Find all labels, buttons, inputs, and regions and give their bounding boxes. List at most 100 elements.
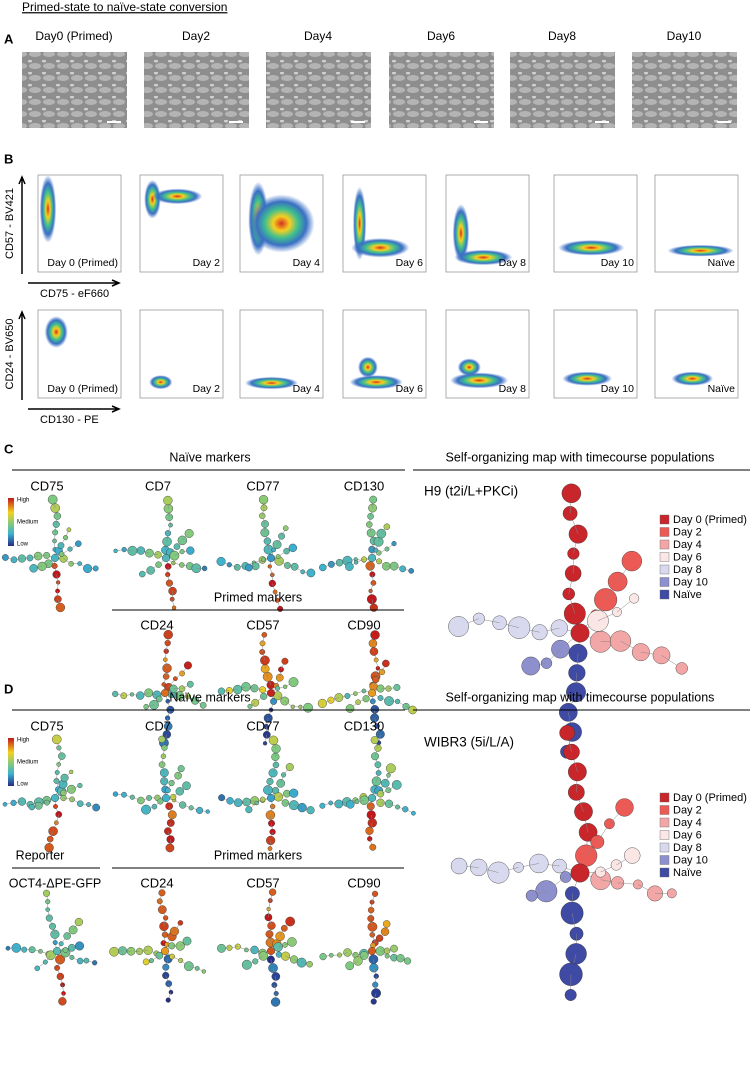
som-node (112, 791, 119, 797)
plot-label: Day 6 (396, 383, 424, 395)
micrograph (510, 52, 615, 128)
day-label: Day4 (304, 29, 332, 43)
section-title: Self-organizing map with timecourse popu… (446, 690, 715, 704)
som-node (42, 889, 51, 897)
som-node (163, 495, 173, 506)
som-node (666, 888, 677, 899)
plot-label: Day 10 (601, 383, 634, 395)
som-node (282, 525, 289, 531)
som-node (113, 548, 118, 554)
density (457, 358, 481, 377)
som-node (390, 944, 398, 953)
axis-arrow (28, 279, 121, 287)
som-node (624, 847, 641, 864)
som-node (267, 898, 273, 903)
som-node (2, 554, 9, 561)
som-node (267, 921, 276, 930)
som-node (54, 770, 60, 775)
som-node (267, 794, 276, 803)
som-node (127, 545, 138, 556)
section-title: Primed markers (214, 590, 302, 604)
som-node (281, 951, 291, 961)
som-node (160, 947, 169, 956)
som-node (562, 587, 575, 601)
som-node (344, 693, 351, 699)
som-node (245, 563, 253, 572)
legend-swatch (659, 564, 670, 575)
som-node (162, 673, 170, 680)
plot-label: Naïve (708, 257, 736, 269)
legend-swatch (659, 817, 670, 828)
som-node (561, 483, 582, 504)
som-node (51, 562, 58, 569)
som-node (218, 794, 226, 802)
som-node (177, 765, 185, 773)
som-node (51, 734, 62, 745)
legend-swatch (659, 589, 670, 600)
som-node (162, 971, 170, 980)
marker-name: CD57 (246, 617, 279, 632)
som-node (366, 594, 377, 605)
som-node (173, 676, 178, 682)
som-node (334, 693, 344, 702)
som-node (262, 741, 268, 746)
legend-label: Day 8 (673, 564, 702, 576)
som-node (261, 632, 268, 638)
som-node (267, 846, 273, 851)
som-node (629, 593, 640, 604)
som-node (633, 879, 643, 890)
som-node (615, 798, 634, 817)
som-node (17, 554, 26, 563)
micrograph (389, 52, 494, 128)
som-node (44, 843, 54, 853)
som-node (165, 843, 175, 853)
density (357, 356, 378, 378)
som-node (610, 630, 632, 652)
som-subtitle: H9 (t2i/L+PKCi) (424, 484, 518, 499)
flow-plot (553, 174, 638, 273)
som-node (160, 689, 169, 698)
day-label: Day0 (Primed) (35, 29, 112, 43)
som-node (275, 931, 285, 941)
scale-label: Low (17, 542, 29, 548)
som-node (142, 958, 150, 966)
legend-swatch (659, 830, 670, 840)
som-node (53, 820, 59, 826)
som-node (158, 889, 166, 897)
som-node (675, 662, 688, 675)
density (248, 194, 315, 253)
legend-label: Naïve (673, 589, 702, 601)
marker-name: CD75 (30, 718, 63, 733)
som-node (371, 890, 379, 897)
som-node (171, 605, 177, 610)
legend-swatch (659, 805, 670, 815)
som-node (393, 683, 401, 691)
som-node (182, 781, 191, 791)
day-label: Day6 (427, 29, 455, 43)
density (450, 372, 509, 389)
som-node (317, 698, 327, 708)
som-node (607, 571, 628, 592)
density (562, 371, 613, 386)
som-node (267, 689, 276, 698)
header-title: Primed-state to naïve-state conversion (22, 0, 227, 14)
color-scale (8, 738, 14, 786)
som-node (186, 680, 194, 688)
som-node (319, 563, 327, 572)
section-title: Self-organizing map with timecourse popu… (446, 450, 715, 464)
som-node (92, 960, 98, 966)
section-title: Primed markers (214, 848, 302, 862)
som-node (385, 763, 396, 774)
axis-arrow (28, 405, 121, 413)
density (671, 371, 714, 386)
som-node (263, 785, 273, 795)
som-node (383, 523, 391, 530)
som-subtitle: WIBR3 (5i/L/A) (424, 735, 514, 750)
legend-label: Day 0 (Primed) (673, 514, 747, 526)
x-axis-label: CD75 - eF660 (40, 288, 109, 300)
marker-name: CD24 (140, 617, 173, 632)
y-axis-label: CD24 - BV650 (4, 319, 16, 390)
som-node (303, 702, 313, 713)
som-node (382, 920, 391, 928)
som-node (199, 702, 207, 709)
